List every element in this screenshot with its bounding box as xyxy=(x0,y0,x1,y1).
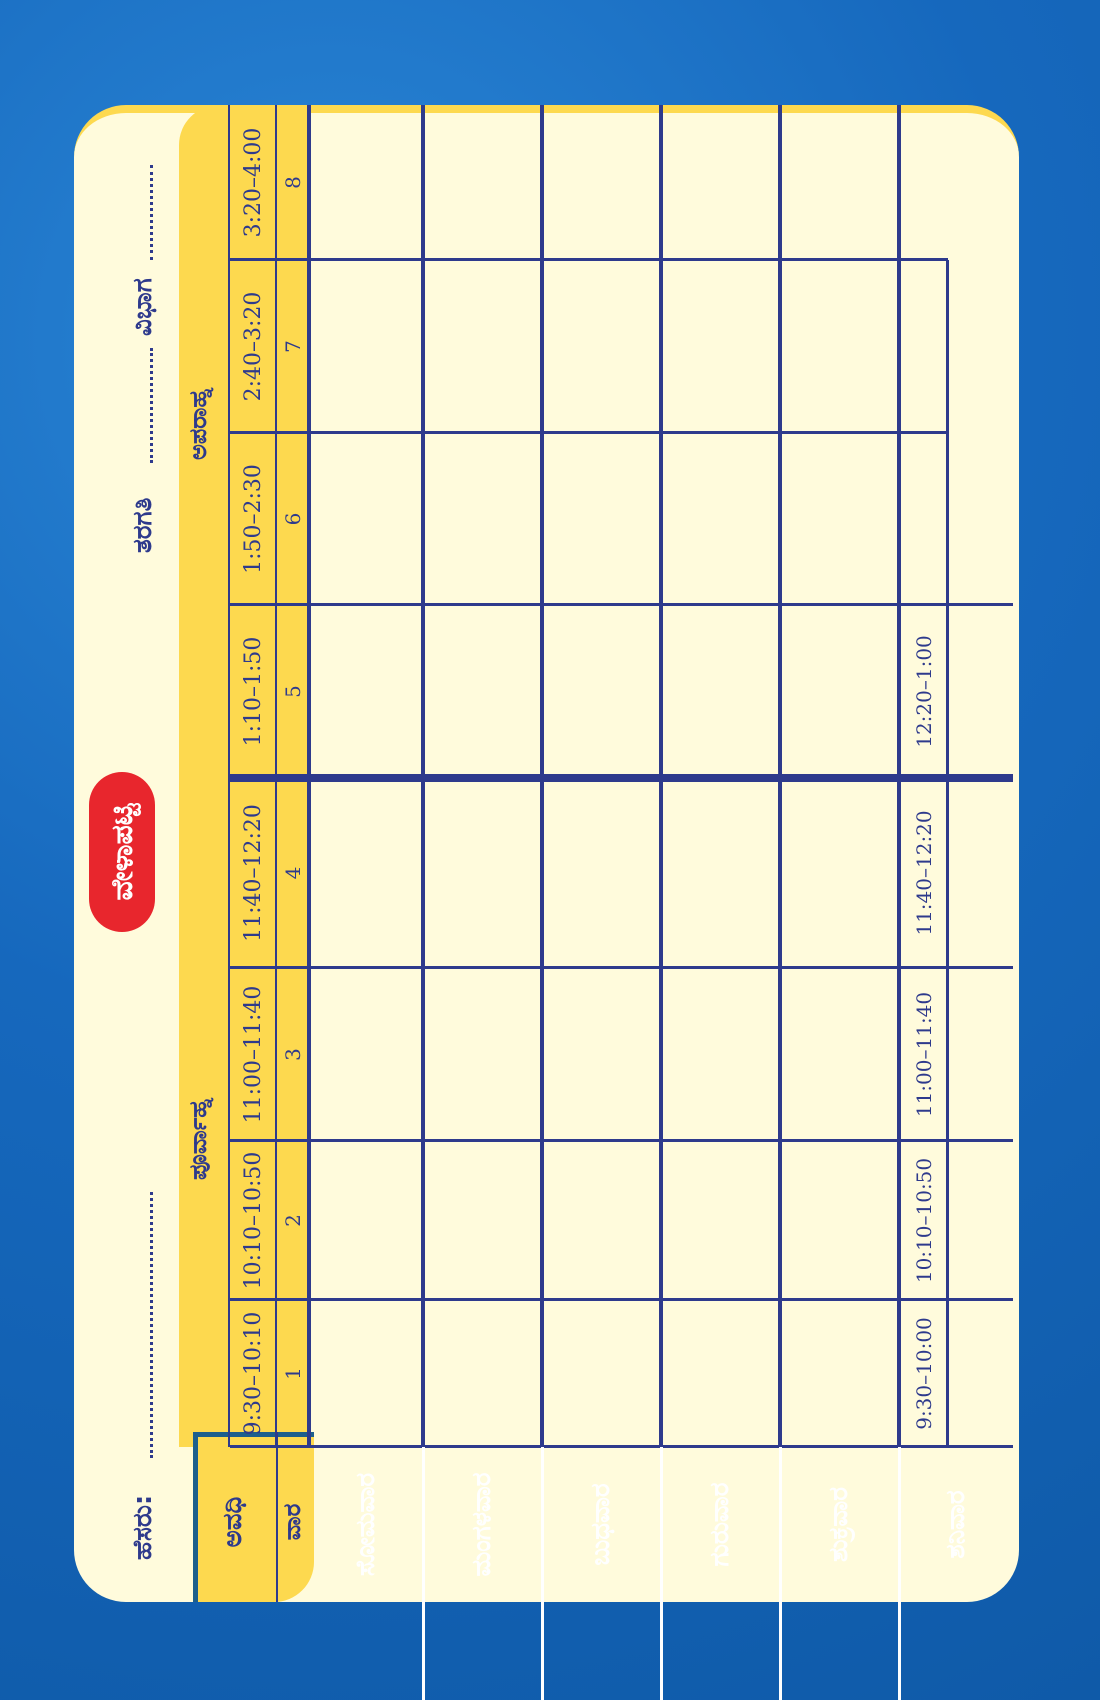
timetable-cell[interactable] xyxy=(542,260,661,433)
grid-line xyxy=(230,1139,1013,1143)
period-time: 1:10–1:50 xyxy=(240,636,266,747)
timetable-cell[interactable] xyxy=(423,1141,542,1300)
timetable-cell[interactable] xyxy=(780,433,899,605)
period-time: 11:40–12:20 xyxy=(240,804,266,942)
afternoon-label: ಅಪರಾಹ್ನ xyxy=(184,387,212,460)
period-number: 6 xyxy=(280,512,305,526)
day-label: ಶುಕ್ರವಾರ xyxy=(824,1487,854,1562)
day-label: ಮಂಗಳವಾರ xyxy=(467,1472,497,1577)
period-number: 4 xyxy=(280,866,305,880)
timetable-cell[interactable] xyxy=(423,605,542,778)
timetable-cell[interactable] xyxy=(780,968,899,1141)
timetable-cell[interactable] xyxy=(309,105,423,260)
grid-line xyxy=(230,431,948,435)
timetable-cell[interactable] xyxy=(309,433,423,605)
timetable-cell[interactable] xyxy=(542,605,661,778)
timetable-cell[interactable] xyxy=(309,1141,423,1300)
timetable-cell[interactable] xyxy=(309,1300,423,1447)
timetable-cell[interactable] xyxy=(309,778,423,968)
grid-line xyxy=(230,966,1013,970)
period-time: 9:30–10:10 xyxy=(240,1311,266,1436)
timetable-cell[interactable] xyxy=(661,1141,780,1300)
period-number: 5 xyxy=(280,685,305,698)
timetable-cell[interactable] xyxy=(309,260,423,433)
class-field[interactable] xyxy=(150,348,153,463)
timetable-cell[interactable] xyxy=(309,605,423,778)
timetable-cell[interactable] xyxy=(542,1141,661,1300)
timetable-cell[interactable] xyxy=(542,433,661,605)
grid-line xyxy=(946,260,949,1447)
timetable-cell[interactable] xyxy=(423,968,542,1141)
saturday-time: 11:40–12:20 xyxy=(911,810,936,936)
page-title: ವೇಳಾಪಟ್ಟಿ xyxy=(89,772,155,932)
timetable-cell[interactable] xyxy=(780,105,899,260)
timetable-cell[interactable] xyxy=(423,260,542,433)
saturday-time: 12:20–1:00 xyxy=(911,635,936,748)
timetable-cell[interactable] xyxy=(661,605,780,778)
period-time: 1:50–2:30 xyxy=(240,464,266,574)
timetable-cell[interactable] xyxy=(542,778,661,968)
period-number: 2 xyxy=(280,1214,305,1227)
period-label: ಅವಧಿ xyxy=(218,1496,248,1548)
timetable-cell[interactable] xyxy=(948,605,1013,778)
timetable-cell[interactable] xyxy=(780,605,899,778)
section-label: ವಿಭಾಗ xyxy=(128,278,158,336)
section-field[interactable] xyxy=(150,165,153,260)
period-number: 3 xyxy=(280,1048,305,1061)
grid-line xyxy=(230,258,948,262)
forenoon-label: ಪೂರ್ವಾಹ್ನ xyxy=(184,1097,212,1180)
day-label: ಬುಧವಾರ xyxy=(586,1483,616,1566)
timetable-cell[interactable] xyxy=(661,1300,780,1447)
timetable-cell[interactable] xyxy=(423,778,542,968)
grid-line xyxy=(230,774,1013,782)
timetable-cell[interactable] xyxy=(780,1300,899,1447)
timetable-cell[interactable] xyxy=(661,433,780,605)
period-number: 8 xyxy=(280,176,305,189)
timetable-cell[interactable] xyxy=(661,778,780,968)
timetable-cell[interactable] xyxy=(661,105,780,260)
grid-line xyxy=(230,603,1013,607)
timetable-cell[interactable] xyxy=(661,260,780,433)
day-label: ವಾರ xyxy=(278,1503,306,1541)
saturday-time: 10:10–10:50 xyxy=(911,1157,936,1284)
timetable-cell[interactable] xyxy=(948,968,1013,1141)
period-time: 10:10–10:50 xyxy=(240,1151,266,1290)
timetable-cell[interactable] xyxy=(948,778,1013,968)
timetable-cell[interactable] xyxy=(542,968,661,1141)
timetable-cell[interactable] xyxy=(948,1141,1013,1300)
period-time: 11:00–11:40 xyxy=(240,985,266,1124)
day-label: ಗುರುವಾರ xyxy=(705,1482,735,1567)
grid-line xyxy=(230,1298,1013,1302)
day-label: ಶನಿವಾರ xyxy=(940,1490,971,1559)
period-time: 3:20–4:00 xyxy=(240,127,266,238)
class-label: ತರಗತಿ xyxy=(128,497,158,553)
timetable-cell[interactable] xyxy=(780,778,899,968)
timetable-cell[interactable] xyxy=(423,1300,542,1447)
period-time: 2:40–3:20 xyxy=(240,291,266,402)
day-label: ಸೋಮವಾರ xyxy=(350,1472,381,1577)
timetable-cell[interactable] xyxy=(542,1300,661,1447)
period-day-corner: ಅವಧಿ ವಾರ xyxy=(193,1432,314,1602)
timetable-cell[interactable] xyxy=(780,1141,899,1300)
period-number: 7 xyxy=(280,340,305,353)
timetable-cell[interactable] xyxy=(661,968,780,1141)
timetable-cell[interactable] xyxy=(542,105,661,260)
saturday-time: 9:30–10:00 xyxy=(911,1317,936,1430)
saturday-time: 11:00–11:40 xyxy=(911,991,936,1118)
timetable-cell[interactable] xyxy=(423,433,542,605)
timetable-cell[interactable] xyxy=(948,1300,1013,1447)
timetable-cell[interactable] xyxy=(423,105,542,260)
name-field[interactable] xyxy=(150,1192,153,1458)
name-label: ಹೆಸರು: xyxy=(128,1494,158,1560)
timetable-cell[interactable] xyxy=(780,260,899,433)
timetable-cell[interactable] xyxy=(309,968,423,1141)
period-number: 1 xyxy=(280,1367,305,1380)
